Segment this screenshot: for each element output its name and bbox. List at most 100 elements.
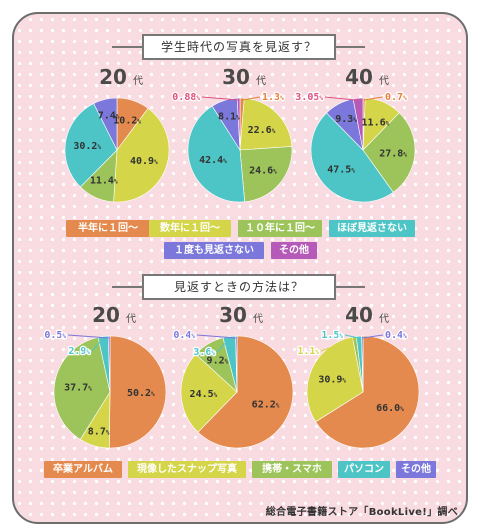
value-label: 9.3%: [335, 114, 357, 125]
chart-title: 40: [345, 303, 373, 327]
value-label-unit: %: [386, 120, 390, 127]
value-label-unit: %: [106, 430, 110, 437]
value-label: 8.1%: [218, 111, 240, 122]
value-label-unit: %: [319, 95, 323, 102]
chart-title: 30: [219, 303, 247, 327]
leader-line: [344, 334, 360, 339]
title-line-left-2: [112, 286, 142, 288]
value-label: 66.0%: [376, 403, 404, 414]
legend-never: １度も見返さない: [164, 242, 264, 259]
value-label-unit: %: [403, 151, 407, 158]
value-label-unit: %: [315, 349, 319, 356]
value-label: 30.2%: [73, 141, 101, 152]
pie-slice: [180, 353, 238, 433]
value-label: 1.5%: [321, 330, 343, 341]
value-label-unit: %: [403, 95, 407, 102]
pie-slice: [362, 112, 416, 193]
legend-few-years: 数年に１回〜: [149, 220, 231, 237]
leader-line: [364, 96, 384, 101]
pie-slice: [236, 97, 241, 151]
leader-line: [216, 338, 230, 353]
pie-slice: [53, 336, 111, 440]
value-label-unit: %: [114, 178, 118, 185]
chart-title: 40: [345, 65, 373, 89]
chart-title-suffix: 代: [253, 313, 263, 325]
value-label: 22.6%: [248, 125, 276, 136]
value-label: 0.4%: [385, 330, 407, 341]
legend-rarely: ほぼ見返さない: [329, 220, 415, 237]
chart-title: 20: [99, 65, 127, 89]
value-label: 62.2%: [252, 400, 280, 411]
chart-title-suffix: 代: [256, 75, 266, 87]
pie-slice: [107, 335, 111, 393]
value-label-unit: %: [342, 378, 346, 385]
pie-slice: [93, 97, 118, 151]
leader-line: [201, 96, 239, 101]
source-credit: 総合電子書籍ストア「BookLive!」調べ: [265, 507, 458, 518]
leader-line: [324, 96, 359, 101]
value-label: 0.7%: [385, 92, 407, 103]
value-label: 47.5%: [327, 164, 355, 175]
value-label-unit: %: [137, 118, 141, 125]
legend-other: その他: [271, 242, 317, 259]
value-label: 24.5%: [190, 389, 218, 400]
pie-slice: [108, 335, 167, 449]
value-label-unit: %: [276, 403, 280, 410]
chart-title-suffix: 代: [379, 75, 389, 87]
value-label: 11.4%: [90, 175, 118, 186]
legend-half-year: 半年に１回〜: [66, 220, 150, 237]
section1-title: 学生時代の写真を見返す？: [142, 34, 336, 60]
value-label: 7.4%: [98, 111, 120, 122]
value-label-unit: %: [351, 167, 355, 174]
chart-title: 30: [222, 65, 250, 89]
pie-slice: [239, 146, 293, 203]
value-label: 8.7%: [88, 427, 110, 438]
leader-line: [320, 338, 355, 352]
legend-ten-years: １０年に１回〜: [238, 220, 322, 237]
value-label: 2.9%: [68, 346, 90, 357]
pie-slice: [315, 335, 420, 449]
legend-pc: パソコン: [338, 461, 390, 478]
section2-title: 見返すときの方法は？: [142, 274, 336, 300]
value-label: 1.1%: [297, 346, 319, 357]
value-label-unit: %: [86, 349, 90, 356]
legend-other-2: その他: [396, 461, 436, 478]
chart-title-suffix: 代: [133, 75, 143, 87]
leader-line: [362, 334, 384, 339]
value-label-unit: %: [272, 128, 276, 135]
chart-title-suffix: 代: [379, 313, 389, 325]
pie-slice: [310, 112, 394, 203]
value-label: 37.7%: [64, 382, 92, 393]
value-label: 27.8%: [379, 148, 407, 159]
legend-phone: 携帯・スマホ: [252, 461, 332, 478]
leader-line: [196, 334, 237, 339]
value-label: 42.4%: [199, 155, 227, 166]
pie-slice: [187, 105, 246, 203]
leader-line: [241, 96, 261, 101]
value-label-unit: %: [196, 95, 200, 102]
value-label-unit: %: [116, 114, 120, 121]
value-label-unit: %: [353, 117, 357, 124]
value-label-unit: %: [97, 144, 101, 151]
value-label-unit: %: [236, 114, 240, 121]
legend-snapshot: 現像したスナップ写真: [128, 461, 246, 478]
value-label: 24.6%: [249, 166, 277, 177]
value-label: 50.2%: [127, 388, 155, 399]
value-label-unit: %: [400, 406, 404, 413]
pie-slice: [113, 107, 170, 203]
chart-title-suffix: 代: [126, 313, 136, 325]
value-label: 11.6%: [362, 117, 390, 128]
value-label-unit: %: [88, 385, 92, 392]
pie-slice: [306, 336, 364, 423]
value-label-unit: %: [62, 333, 66, 340]
value-label-unit: %: [273, 169, 277, 176]
pie-slice: [197, 335, 294, 449]
title-line-left: [112, 46, 142, 48]
pie-slice: [352, 97, 364, 151]
value-label-unit: %: [403, 333, 407, 340]
title-line-right-2: [335, 286, 365, 288]
leader-line: [91, 338, 104, 352]
value-label: 0.5%: [44, 330, 66, 341]
chart-title: 20: [92, 303, 120, 327]
